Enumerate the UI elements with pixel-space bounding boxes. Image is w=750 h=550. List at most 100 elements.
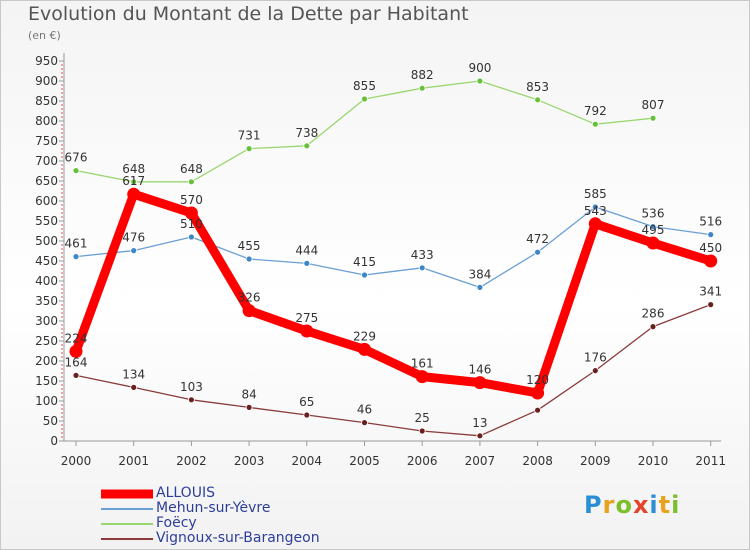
x-tick-label: 2003 [234,454,265,468]
data-point [127,187,141,201]
data-label: 161 [411,357,434,371]
legend-swatch [101,489,153,498]
y-tick-label: 300 [35,314,58,328]
data-point [649,114,657,122]
y-tick-label: 250 [35,334,58,348]
data-point [534,406,541,414]
y-tick-label: 750 [35,134,58,148]
data-point [187,178,195,186]
data-label: 176 [584,351,607,365]
y-tick-label: 350 [35,294,58,308]
data-point [69,344,83,358]
y-tick-label: 450 [35,254,58,268]
data-point [591,120,599,128]
data-point [418,84,426,92]
data-point [72,371,80,379]
y-tick-label: 600 [35,194,58,208]
data-label: 516 [699,215,722,229]
data-label: 853 [526,80,549,94]
data-label: 570 [180,193,203,207]
data-point [415,370,429,384]
data-label: 433 [411,248,434,262]
x-tick-label: 2008 [522,454,553,468]
data-point [704,254,718,268]
data-label: 455 [238,239,261,253]
data-point [418,264,426,272]
x-tick-label: 2006 [407,454,438,468]
data-point [303,142,311,150]
data-point [646,236,660,250]
data-label: 341 [699,285,722,299]
legend-label: Vignoux-sur-Barangeon [156,530,320,546]
data-label: 495 [642,223,665,237]
x-tick-label: 2001 [118,454,149,468]
data-point [184,206,198,220]
y-tick-label: 650 [35,174,58,188]
y-tick-label: 400 [35,274,58,288]
data-label: 476 [122,231,145,245]
data-point [358,342,371,356]
y-tick-label: 900 [35,74,58,88]
data-label: 384 [468,267,491,281]
data-label: 855 [353,79,376,93]
x-tick-label: 2010 [638,454,669,468]
data-point [473,376,487,390]
y-tick-label: 0 [50,434,58,448]
data-point [591,203,599,211]
data-label: 510 [180,217,203,231]
data-label: 415 [353,255,376,269]
data-point [588,217,602,231]
data-label: 224 [65,331,88,345]
data-label: 792 [584,104,607,118]
logo-letter: i [671,491,681,519]
series-line-mehun-sur-y-vre [75,206,712,289]
y-tick-label: 800 [35,114,58,128]
x-tick-label: 2005 [349,454,380,468]
data-point [72,167,80,175]
y-tick-label: 50 [43,414,58,428]
x-tick-label: 2011 [695,454,726,468]
x-tick-label: 2004 [292,454,323,468]
data-label: 450 [699,241,722,255]
legend-label: Foëcy [156,515,197,531]
data-point [361,95,368,103]
data-point [531,386,545,400]
data-label: 676 [65,151,88,165]
legend-swatch [101,537,153,540]
data-label: 543 [584,204,607,218]
logo-letter: t [658,491,672,519]
proxiti-logo: Proxiti [584,491,680,519]
legend-label: Mehun-sur-Yèvre [156,500,271,516]
data-point [476,283,484,291]
data-point [707,231,715,239]
y-tick-label: 500 [35,234,58,248]
data-label: 25 [415,411,430,425]
data-point [245,145,253,153]
data-label: 146 [468,363,491,377]
data-point [245,255,253,263]
data-point [476,77,484,85]
data-point [361,271,368,279]
data-label: 585 [584,187,607,201]
logo-letter: o [615,491,633,519]
x-tick-label: 2000 [61,454,92,468]
data-point [361,419,368,427]
data-point [476,432,484,440]
data-point [303,411,311,419]
data-label: 536 [642,207,665,221]
data-label: 807 [642,98,665,112]
data-point [707,301,715,309]
data-point [187,233,195,241]
y-tick-label: 550 [35,214,58,228]
data-label: 444 [295,243,318,257]
data-label: 164 [65,355,88,369]
data-point [242,304,256,318]
data-point [649,223,657,231]
data-label: 617 [122,174,145,188]
data-point [303,259,311,267]
legend-label: ALLOUIS [156,485,215,501]
data-label: 120 [526,373,549,387]
logo-letter: i [649,491,659,519]
logo-letter: x [632,491,650,519]
